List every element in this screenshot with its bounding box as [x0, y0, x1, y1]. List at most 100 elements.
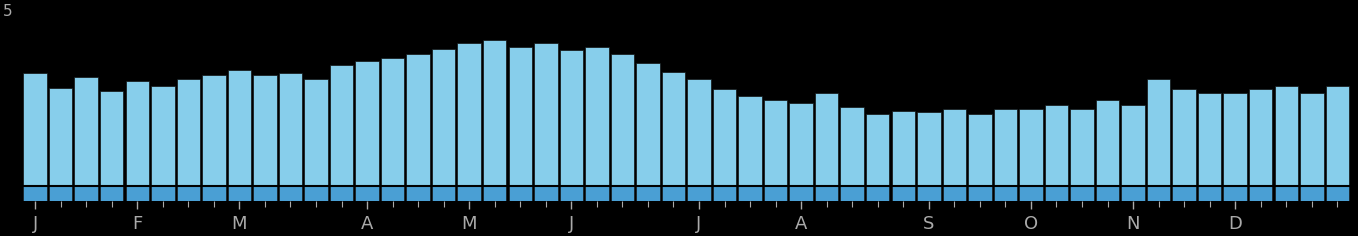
Bar	[508, 186, 532, 201]
Bar	[304, 79, 327, 201]
Bar	[917, 112, 941, 201]
Bar	[202, 186, 225, 201]
Bar	[1325, 186, 1348, 201]
Bar	[125, 80, 149, 201]
Bar	[1044, 186, 1069, 201]
Bar	[432, 49, 455, 201]
Bar	[687, 79, 710, 201]
Bar	[1020, 186, 1043, 201]
Bar	[636, 186, 660, 201]
Bar	[713, 186, 736, 201]
Bar	[1224, 186, 1247, 201]
Bar	[125, 186, 149, 201]
Bar	[177, 186, 200, 201]
Bar	[356, 186, 379, 201]
Bar	[815, 186, 838, 201]
Bar	[942, 186, 966, 201]
Bar	[1070, 109, 1093, 201]
Bar	[763, 186, 788, 201]
Bar	[585, 186, 608, 201]
Bar	[278, 186, 303, 201]
Bar	[917, 186, 941, 201]
Bar	[151, 186, 175, 201]
Bar	[713, 89, 736, 201]
Bar	[100, 186, 124, 201]
Bar	[739, 186, 762, 201]
Bar	[228, 70, 251, 201]
Bar	[661, 72, 686, 201]
Bar	[1096, 100, 1119, 201]
Bar	[1224, 93, 1247, 201]
Bar	[687, 186, 710, 201]
Bar	[75, 186, 98, 201]
Bar	[739, 96, 762, 201]
Bar	[1249, 89, 1272, 201]
Bar	[380, 58, 405, 201]
Bar	[508, 47, 532, 201]
Bar	[866, 114, 889, 201]
Bar	[534, 186, 558, 201]
Bar	[1148, 186, 1171, 201]
Bar	[1325, 86, 1348, 201]
Bar	[994, 109, 1017, 201]
Bar	[1198, 93, 1221, 201]
Bar	[942, 109, 966, 201]
Bar	[1122, 186, 1145, 201]
Bar	[892, 110, 915, 201]
Bar	[534, 43, 558, 201]
Bar	[380, 186, 405, 201]
Bar	[1148, 79, 1171, 201]
Bar	[23, 73, 48, 201]
Bar	[1044, 105, 1069, 201]
Bar	[228, 186, 251, 201]
Bar	[406, 54, 430, 201]
Bar	[483, 40, 507, 201]
Bar	[356, 61, 379, 201]
Bar	[585, 47, 608, 201]
Bar	[1172, 89, 1196, 201]
Bar	[100, 91, 124, 201]
Bar	[177, 79, 200, 201]
Bar	[151, 86, 175, 201]
Bar	[892, 186, 915, 201]
Bar	[458, 186, 481, 201]
Bar	[406, 186, 430, 201]
Bar	[841, 107, 864, 201]
Bar	[1275, 186, 1298, 201]
Bar	[330, 65, 353, 201]
Bar	[23, 186, 48, 201]
Bar	[1198, 186, 1221, 201]
Bar	[75, 77, 98, 201]
Bar	[1020, 109, 1043, 201]
Bar	[841, 186, 864, 201]
Bar	[1300, 186, 1324, 201]
Bar	[330, 186, 353, 201]
Bar	[1122, 105, 1145, 201]
Bar	[789, 103, 813, 201]
Bar	[278, 73, 303, 201]
Bar	[763, 100, 788, 201]
Bar	[789, 186, 813, 201]
Bar	[458, 43, 481, 201]
Bar	[1300, 93, 1324, 201]
Bar	[968, 186, 991, 201]
Bar	[611, 54, 634, 201]
Bar	[994, 186, 1017, 201]
Bar	[1070, 186, 1093, 201]
Bar	[559, 186, 583, 201]
Bar	[815, 93, 838, 201]
Bar	[1249, 186, 1272, 201]
Bar	[49, 88, 72, 201]
Bar	[483, 186, 507, 201]
Bar	[253, 75, 277, 201]
Bar	[661, 186, 686, 201]
Bar	[304, 186, 327, 201]
Bar	[611, 186, 634, 201]
Bar	[968, 114, 991, 201]
Bar	[866, 186, 889, 201]
Bar	[1275, 86, 1298, 201]
Bar	[559, 51, 583, 201]
Bar	[1096, 186, 1119, 201]
Bar	[432, 186, 455, 201]
Bar	[1172, 186, 1196, 201]
